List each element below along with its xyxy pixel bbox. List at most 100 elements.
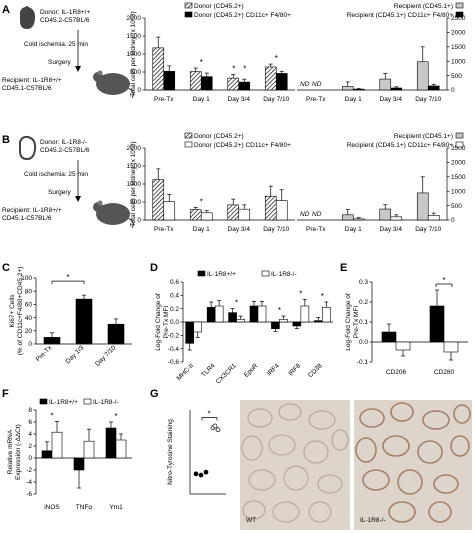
bar	[163, 70, 176, 91]
y-tick-label: 60	[25, 302, 33, 309]
y-axis-label: Pre-Tx MFI	[163, 306, 170, 339]
x-tick-label: IRF8	[287, 362, 302, 377]
bar	[429, 305, 445, 343]
y-tick-label: 0.3	[359, 279, 368, 286]
bar	[73, 457, 85, 471]
bar	[152, 179, 165, 221]
x-tick-label: Pre-Tx	[154, 96, 174, 103]
chart-g: Nitro-Tyrosine Staining *	[167, 410, 226, 495]
x-tick-label: iNOS	[44, 504, 60, 511]
bar	[214, 305, 224, 323]
bar	[264, 66, 277, 91]
x-tick-label: CD38	[307, 362, 324, 379]
bar	[51, 431, 63, 459]
bar	[189, 209, 202, 221]
x-tick-label: IRF4	[266, 362, 281, 377]
y-tick-label: 2	[28, 443, 32, 450]
y-tick-label: 0.6	[170, 279, 179, 286]
chart-a-donor: 0 500 1000 1500 2000 Pre-Tx Day 1 Day 3/4 Day 7/…	[127, 2, 295, 103]
significance-bracket	[201, 417, 218, 421]
x-tick-label: Day 7/10	[415, 96, 441, 103]
significance-star: *	[66, 273, 69, 282]
bar	[379, 208, 392, 221]
surgery-label: Surgery	[48, 59, 72, 66]
y-tick-label: 0	[451, 87, 455, 94]
donor-strain: CD45.2-C57BL/6	[40, 147, 90, 154]
significance-star: *	[243, 65, 246, 74]
bar	[390, 87, 403, 91]
y-tick-label: 1000	[127, 181, 142, 188]
y-tick-label: 1000	[451, 58, 466, 65]
legend-swatch	[455, 11, 464, 18]
significance-star: *	[442, 276, 445, 285]
recipient-label: Recipient: IL-1R8+/+	[2, 77, 62, 84]
legend-label: IL-1R8+/+	[49, 399, 78, 406]
bar	[193, 321, 203, 333]
bar	[189, 71, 202, 91]
y-tick-label: 0	[28, 455, 32, 462]
significance-star: *	[200, 58, 203, 67]
y-tick-label: 80	[25, 288, 33, 295]
x-tick-label: Day 1	[345, 226, 362, 233]
legend-label: Donor (CD45.2+) CD11c+ F4/80+	[194, 142, 291, 149]
y-tick-label: 1000	[127, 51, 142, 58]
chart-c: 0 20 40 60 80 100 Pre-Tx Day 1/3 Day 7/10 * Ki67+ …	[9, 267, 132, 368]
panel-a-schematic: A Donor: IL-1R8+/+ CD45.2-C57BL/6 Cold i…	[2, 4, 134, 99]
legend-swatch	[184, 2, 193, 9]
bar	[279, 319, 288, 323]
x-tick-label: Day 7/10	[94, 344, 118, 368]
panel-b-letter: B	[2, 134, 10, 146]
micrograph-wt-label: WT	[246, 517, 256, 524]
x-tick-label: Day 7/10	[415, 226, 441, 233]
bar	[390, 216, 403, 221]
bar	[115, 439, 127, 459]
y-axis-label: Ki67+ Cells	[9, 294, 16, 328]
y-tick-label: 2000	[451, 160, 466, 167]
panel-b-schematic: B Donor: IL-1R8-/- CD45.2-C57BL/6 Cold i…	[2, 134, 134, 229]
legend-swatch	[39, 398, 48, 405]
y-tick-label: 500	[130, 199, 141, 206]
data-point	[203, 469, 209, 475]
y-tick-label: -0.1	[357, 359, 369, 366]
legend-label: Recipient (CD45.1+)	[394, 133, 453, 140]
kidney-icon-donor-ko	[19, 135, 37, 161]
donor-label: Donor: IL-1R8-/-	[40, 139, 87, 146]
nd-label: ND	[312, 211, 322, 218]
x-tick-label: Day 3/4	[228, 226, 251, 233]
y-tick-label: -6	[26, 491, 32, 498]
y-tick-label: 20	[25, 328, 33, 335]
y-axis-label: Total cells per kidney (x 10^3)	[130, 141, 137, 226]
bar	[227, 77, 240, 91]
chart-b-donor: 0 500 1000 1500 2000 Pre-Tx Day 1 Day 3/4 Day 7/…	[127, 132, 295, 233]
y-tick-label: 0.0	[359, 339, 368, 346]
legend-swatch	[184, 141, 193, 148]
x-tick-label: Day 1	[193, 96, 210, 103]
bar	[352, 218, 365, 221]
ischemia-label: Cold ischemia: 25 min	[24, 171, 88, 178]
bar	[83, 440, 95, 459]
significance-star: *	[321, 292, 324, 301]
micrograph-ko-label: IL-1R8-/-	[360, 517, 386, 524]
y-tick-label: 500	[130, 69, 141, 76]
bar	[41, 450, 53, 459]
panel-g-letter: G	[150, 388, 159, 400]
y-tick-label: 1500	[127, 163, 142, 170]
y-axis-label: Log-Fold Change of	[345, 293, 352, 351]
bar	[264, 195, 277, 221]
y-tick-label: 2500	[451, 145, 466, 152]
y-tick-label: -0.4	[168, 346, 180, 353]
donor-label: Donor: IL-1R8+/+	[40, 9, 90, 16]
significance-star: *	[232, 65, 235, 74]
y-tick-label: -2	[26, 467, 32, 474]
bar	[341, 214, 354, 221]
chart-f: -6 -4 -2 0 2 4 6 8 iNOS TNFα Ym1 * * Relative mRNA Exp…	[7, 398, 132, 511]
x-tick-label: Pre-Tx	[154, 226, 174, 233]
x-tick-label: Day 1	[193, 226, 210, 233]
x-tick-label: Day 7/10	[263, 226, 289, 233]
x-tick-label: EpoR	[243, 362, 260, 379]
y-axis-label: Expression (-ΔΔCt)	[15, 424, 22, 480]
bar	[292, 321, 302, 327]
legend-swatch	[261, 270, 270, 277]
legend-swatch	[184, 132, 193, 139]
